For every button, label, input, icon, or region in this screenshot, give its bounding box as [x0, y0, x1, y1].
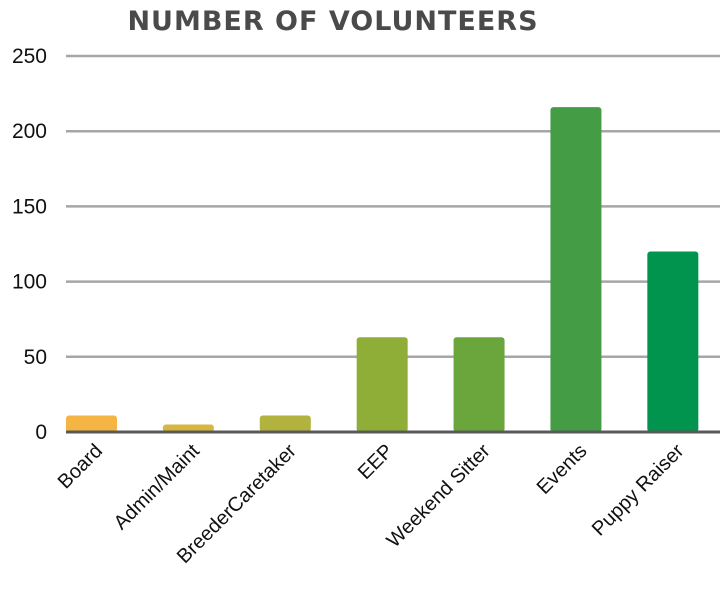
y-tick-label-200: 200 — [12, 120, 47, 143]
bar-puppy-raiser — [647, 251, 699, 432]
y-tick-label-0: 0 — [35, 421, 47, 444]
y-tick-label-150: 150 — [12, 195, 47, 218]
chart-title: NUMBER OF VOLUNTEERS — [127, 6, 539, 37]
x-tick-label-eep: EEP — [354, 440, 398, 484]
y-tick-label-100: 100 — [12, 271, 47, 294]
x-tick-label-board: Board — [54, 440, 107, 493]
gridlines — [66, 54, 720, 359]
bar-admin-maint — [162, 424, 214, 432]
x-tick-label-admin-maint: Admin/Maint — [110, 440, 204, 534]
y-tick-label-250: 250 — [12, 45, 47, 68]
bar-board — [66, 415, 117, 432]
x-tick-label-puppy-raiser: Puppy Raiser — [588, 440, 689, 541]
bar-breedercaretaker — [259, 415, 311, 432]
bar-weekend-sitter — [453, 337, 505, 432]
bars — [66, 107, 699, 433]
y-axis: 0 50 100 150 200 250 — [12, 45, 47, 444]
x-tick-label-weekend-sitter: Weekend Sitter — [383, 440, 495, 552]
bar-eep — [356, 337, 408, 432]
x-tick-label-events: Events — [533, 440, 592, 499]
bar-events — [550, 107, 602, 433]
y-tick-label-50: 50 — [24, 346, 47, 369]
